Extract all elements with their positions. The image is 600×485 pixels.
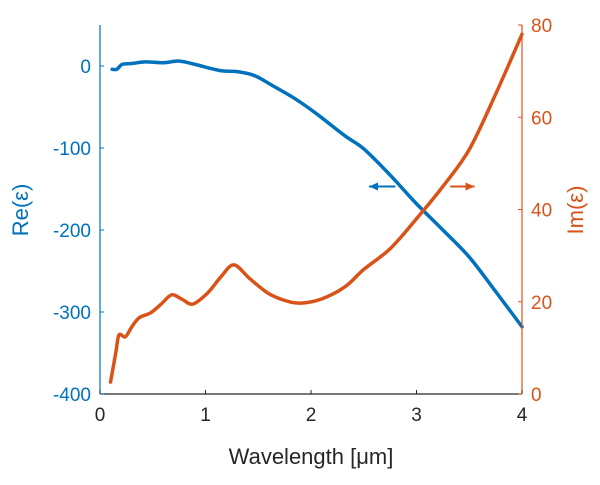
x-tick-label: 1 bbox=[200, 405, 211, 426]
arrow-head bbox=[369, 182, 379, 191]
right-y-tick-label: 20 bbox=[531, 293, 552, 314]
re-epsilon-line bbox=[110, 59, 524, 329]
left-y-tick-label: -400 bbox=[53, 385, 91, 406]
left-y-tick-label: -200 bbox=[53, 221, 91, 242]
x-tick-label: 0 bbox=[95, 405, 106, 426]
x-tick-label: 3 bbox=[411, 405, 422, 426]
right-y-tick-label: 40 bbox=[531, 201, 552, 222]
plot-area bbox=[108, 32, 524, 384]
x-tick-label: 2 bbox=[306, 405, 317, 426]
left-y-tick-label: -100 bbox=[53, 139, 91, 160]
arrow-head bbox=[465, 182, 475, 191]
right-y-tick-label: 80 bbox=[531, 16, 552, 37]
left-y-tick-label: -300 bbox=[53, 303, 91, 324]
right-y-tick-label: 60 bbox=[531, 108, 552, 129]
right-axis-label: Im(ε) bbox=[563, 186, 588, 235]
arrow-right-icon bbox=[450, 182, 475, 191]
left-y-tick-label: 0 bbox=[80, 57, 91, 78]
arrow-left-icon bbox=[369, 182, 396, 191]
x-axis-label: Wavelength [μm] bbox=[229, 444, 394, 469]
x-tick-label: 4 bbox=[517, 405, 528, 426]
right-y-tick-label: 0 bbox=[531, 385, 542, 406]
im-epsilon-line bbox=[108, 32, 524, 384]
left-axis-label: Re(ε) bbox=[8, 184, 33, 237]
